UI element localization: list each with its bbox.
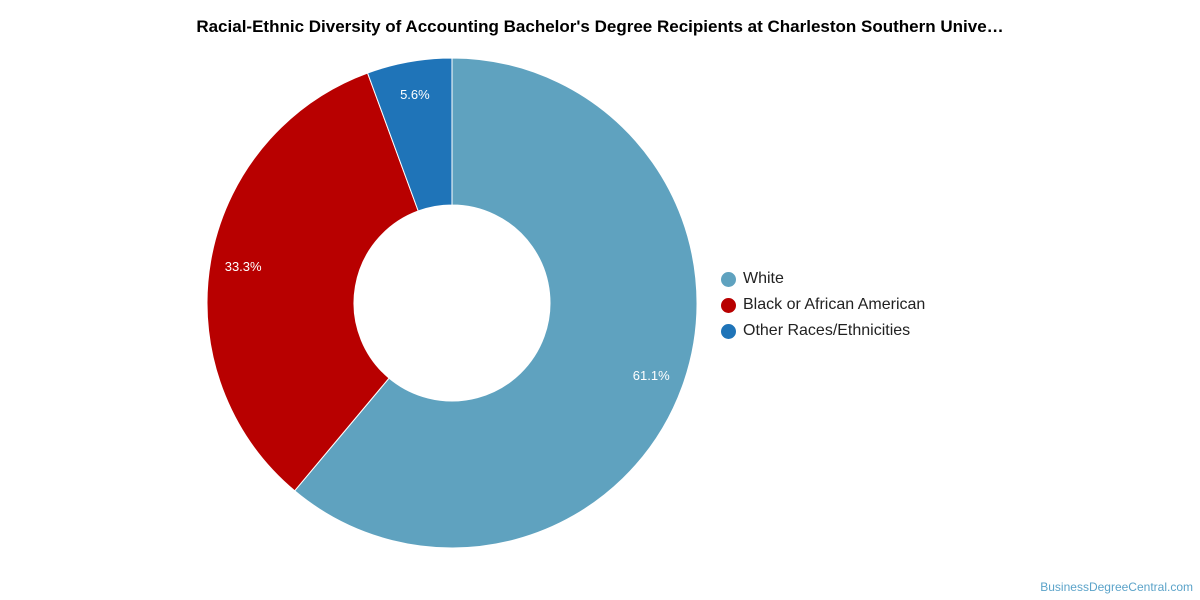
legend-swatch-black-or-african-american [721,297,736,313]
legend-label-other-races-ethnicities: Other Races/Ethnicities [743,322,911,339]
slice-black-or-african-american[interactable] [206,72,419,492]
source-watermark[interactable]: BusinessDegreeCentral.com [1040,580,1193,594]
legend-item-white[interactable]: White [721,266,925,292]
legend-swatch-white [721,271,736,287]
slice-label-other-races-ethnicities: 5.6% [400,87,430,102]
slice-other-races-ethnicities[interactable] [366,57,453,212]
slice-white[interactable] [293,57,698,549]
legend-label-white: White [743,270,784,287]
legend: White Black or African American Other Ra… [721,266,925,344]
legend-item-other-races-ethnicities[interactable]: Other Races/Ethnicities [721,318,925,344]
chart-title: Racial-Ethnic Diversity of Accounting Ba… [196,17,1004,36]
slice-labels-layer: 61.1% 33.3% 5.6% [225,87,670,383]
legend-swatch-other-races-ethnicities [721,323,736,339]
slice-label-white: 61.1% [633,368,670,383]
slices-layer [206,57,698,549]
slice-label-black-or-african-american: 33.3% [225,259,262,274]
legend-label-black-or-african-american: Black or African American [743,296,926,313]
legend-item-black-or-african-american[interactable]: Black or African American [721,292,925,318]
